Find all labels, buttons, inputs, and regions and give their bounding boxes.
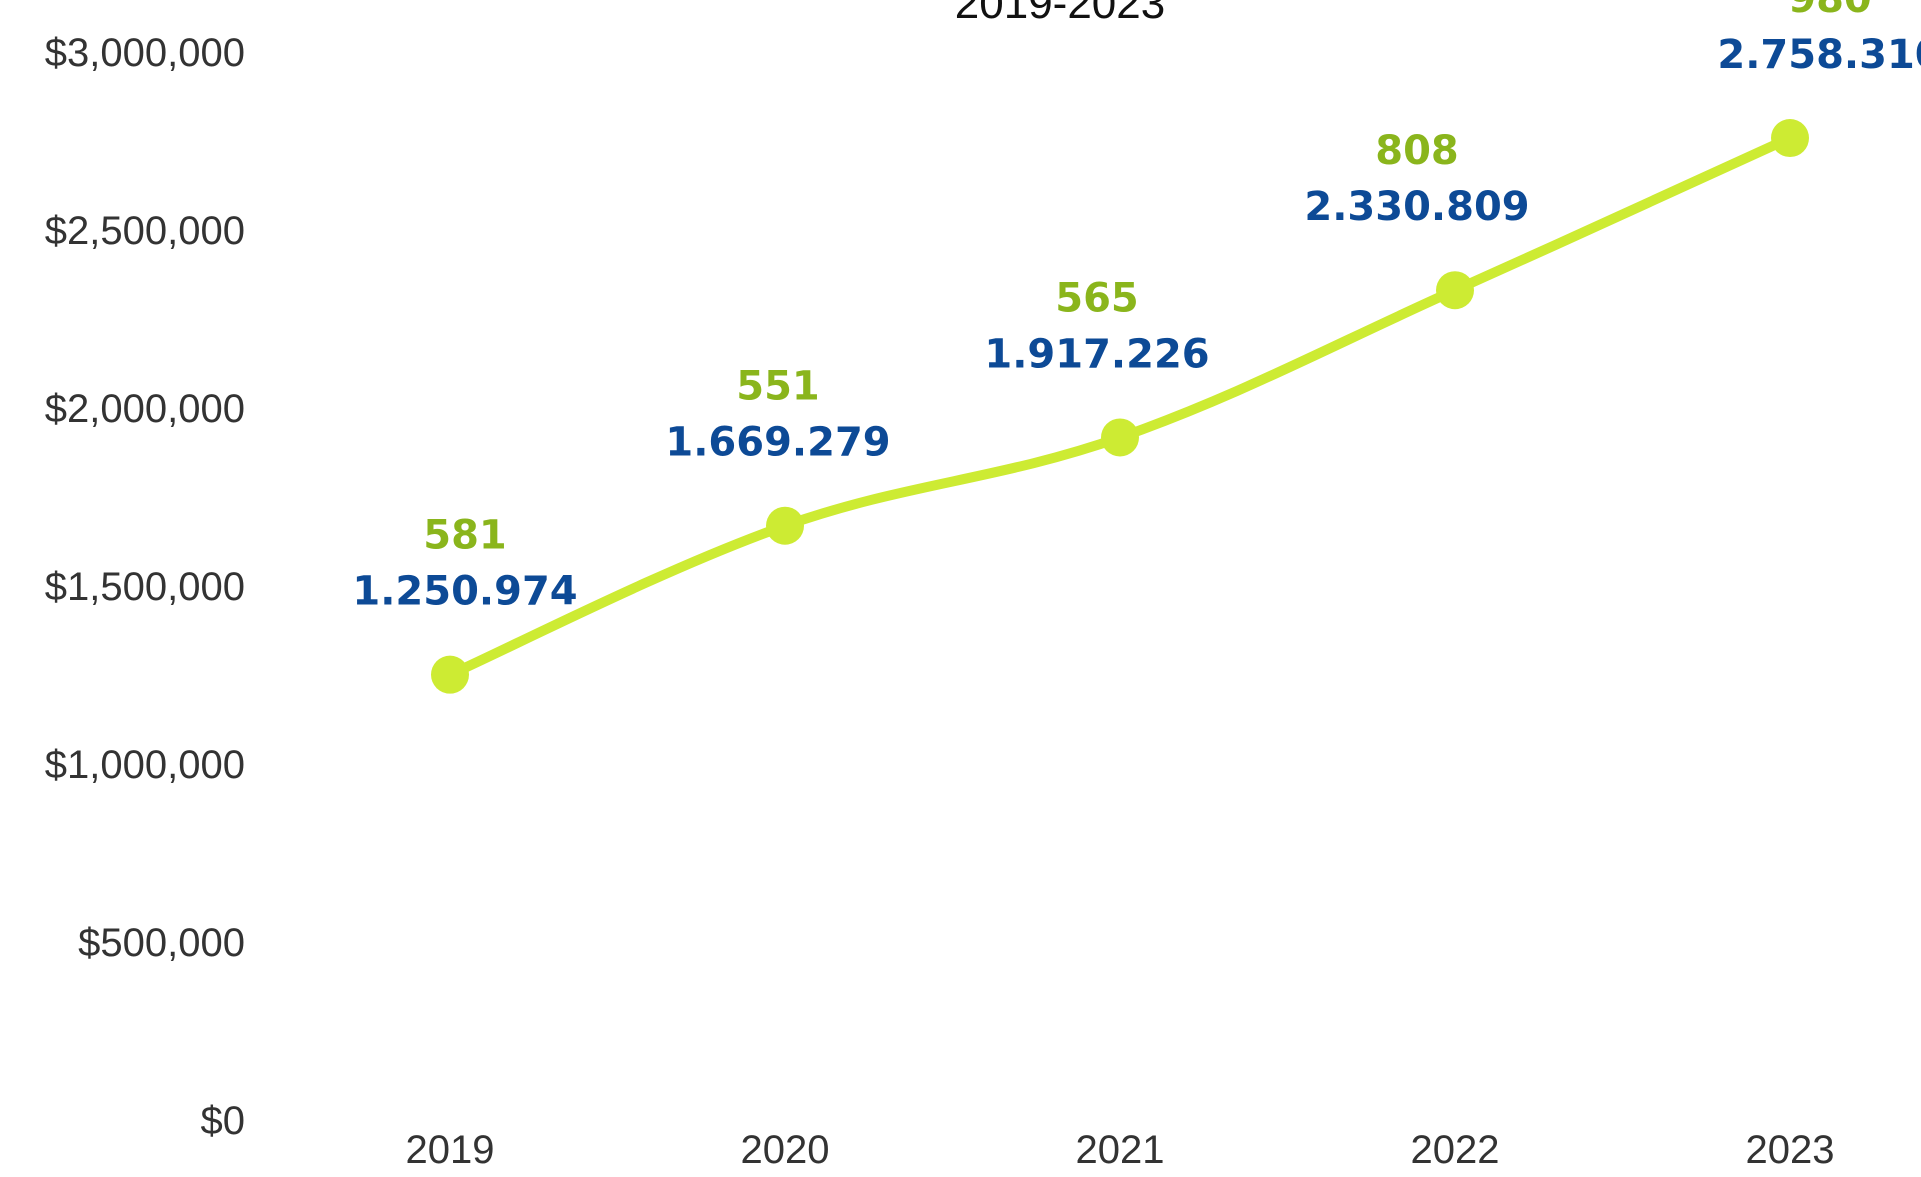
count-data-label: 565 (1055, 275, 1139, 321)
value-data-label: 2.758.310 (1717, 32, 1921, 78)
y-tick-label: $3,000,000 (45, 31, 245, 75)
chart-title: 2019-2023 (955, 0, 1165, 28)
x-tick-label: 2019 (406, 1128, 495, 1172)
y-axis: $0 $500,000 $1,000,000 $1,500,000 $2,000,000… (45, 31, 245, 1143)
x-tick-label: 2023 (1746, 1128, 1835, 1172)
value-data-label: 1.917.226 (984, 331, 1209, 377)
data-point (431, 655, 469, 694)
series-line (445, 133, 1795, 680)
value-data-label: 2.330.809 (1304, 184, 1529, 230)
value-data-label: 1.250.974 (352, 569, 577, 615)
data-point (766, 506, 804, 545)
count-data-label: 581 (423, 513, 507, 559)
y-tick-label: $500,000 (78, 921, 245, 965)
series-layer (431, 119, 1809, 694)
y-tick-label: $0 (201, 1099, 246, 1143)
data-label-layer: 1.250.974 581 1.669.279 551 1.917.226 565 2.33… (352, 0, 1921, 615)
y-tick-label: $2,500,000 (45, 209, 245, 253)
count-data-label: 808 (1375, 128, 1459, 174)
data-point (1771, 119, 1809, 158)
y-tick-label: $1,500,000 (45, 565, 245, 609)
x-tick-label: 2020 (741, 1128, 830, 1172)
x-tick-label: 2022 (1411, 1128, 1500, 1172)
value-data-label: 1.669.279 (665, 420, 890, 466)
x-axis: 2019 2020 2021 2022 2023 (406, 1128, 1835, 1172)
data-point (1101, 418, 1139, 457)
x-tick-label: 2021 (1076, 1128, 1165, 1172)
y-tick-label: $2,000,000 (45, 387, 245, 431)
count-data-label: 551 (736, 364, 820, 410)
y-tick-label: $1,000,000 (45, 743, 245, 787)
count-data-label: 980 (1788, 0, 1872, 22)
data-point (1436, 271, 1474, 310)
